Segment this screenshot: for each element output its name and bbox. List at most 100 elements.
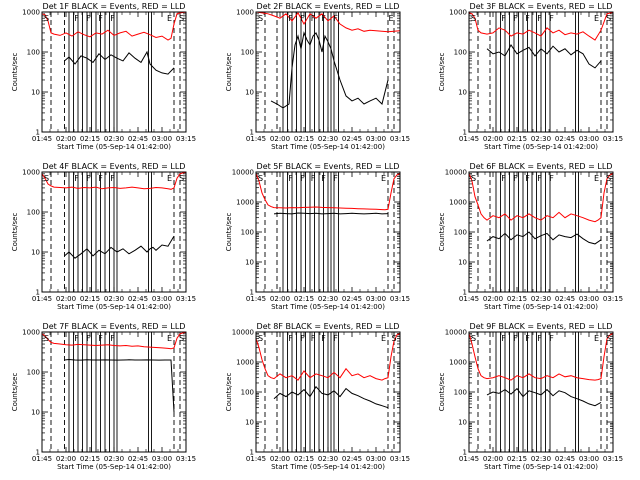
segment-flag: S xyxy=(44,174,49,183)
y-tick-label: 10 xyxy=(458,419,467,427)
segment-flag: F xyxy=(300,14,305,23)
panel-9: Det 9F BLACK = Events, RED = LLD 1 10 100 10… xyxy=(438,322,623,471)
y-tick-label: 1 xyxy=(463,289,467,297)
panel-title: Det 4F BLACK = Events, RED = LLD xyxy=(43,162,186,171)
segment-flag: F xyxy=(537,174,542,183)
x-axis-label: Start Time (05-Sep-14 01:42:00) xyxy=(57,303,171,311)
panel-7: Det 7F BLACK = Events, RED = LLD 1 10 100 10… xyxy=(11,322,196,471)
segment-flag: F xyxy=(333,174,338,183)
y-tick-label: 100 xyxy=(27,369,40,377)
x-tick-label: 02:00 xyxy=(270,295,290,303)
segment-flag: F xyxy=(86,334,91,343)
segment-flag: F xyxy=(110,334,115,343)
x-tick-label: 03:00 xyxy=(579,135,599,143)
x-tick-label: 02:30 xyxy=(104,135,124,143)
x-tick-label: 02:45 xyxy=(128,135,148,143)
x-tick-label: 03:15 xyxy=(603,455,623,463)
plot-area xyxy=(469,12,613,132)
plot-area xyxy=(42,12,186,132)
segment-flag: F xyxy=(98,14,103,23)
segment-flag: S xyxy=(44,14,49,23)
panel-title: Det 6F BLACK = Events, RED = LLD xyxy=(470,162,613,171)
y-axis-label: Counts/sec xyxy=(438,213,446,252)
segment-flag: F xyxy=(300,174,305,183)
y-tick-label: 10 xyxy=(245,259,254,267)
x-tick-label: 02:30 xyxy=(531,455,551,463)
x-tick-label: 01:45 xyxy=(32,135,52,143)
segment-flag: S xyxy=(391,334,396,343)
x-tick-label: 03:15 xyxy=(390,455,410,463)
y-axis-label: Counts/sec xyxy=(11,213,19,252)
panel-3: Det 3F BLACK = Events, RED = LLD 1 10 100 10… xyxy=(438,2,623,151)
segment-flag: F xyxy=(98,174,103,183)
segment-flag: F xyxy=(501,14,506,23)
y-axis-label: Counts/sec xyxy=(11,373,19,412)
y-tick-label: 100 xyxy=(27,209,40,217)
y-tick-label: 1000 xyxy=(449,199,467,207)
segment-flag: F xyxy=(537,14,542,23)
segment-flag: S xyxy=(606,14,611,23)
segment-flag: F xyxy=(311,14,316,23)
y-axis-label: Counts/sec xyxy=(11,53,19,92)
x-tick-label: 02:30 xyxy=(104,455,124,463)
segment-flag: F xyxy=(537,334,542,343)
series-line-events xyxy=(64,235,175,259)
y-tick-label: 1 xyxy=(250,289,254,297)
y-axis-label: Counts/sec xyxy=(225,373,233,412)
panel-title: Det 5F BLACK = Events, RED = LLD xyxy=(257,162,400,171)
segment-flag: F xyxy=(549,174,554,183)
x-tick-label: 02:45 xyxy=(128,455,148,463)
x-axis-label: Start Time (05-Sep-14 01:42:00) xyxy=(484,463,598,471)
segment-flag: S xyxy=(471,14,476,23)
plot-frame xyxy=(255,331,401,453)
segment-flag: S xyxy=(471,174,476,183)
series-line-events xyxy=(486,231,602,245)
segment-flag: S xyxy=(258,334,263,343)
panel-title: Det 1F BLACK = Events, RED = LLD xyxy=(43,2,186,11)
series-line-lld xyxy=(256,172,400,211)
segment-flag: S xyxy=(44,334,49,343)
segment-flag: F xyxy=(74,14,79,23)
y-tick-label: 10 xyxy=(31,409,40,417)
segment-flag: F xyxy=(74,174,79,183)
segment-flag: E xyxy=(381,334,386,343)
y-tick-label: 1000 xyxy=(236,199,254,207)
series-line-lld xyxy=(256,332,400,381)
x-tick-label: 02:30 xyxy=(318,295,338,303)
x-tick-label: 02:00 xyxy=(483,295,503,303)
x-tick-label: 02:15 xyxy=(294,135,314,143)
x-tick-label: 03:00 xyxy=(366,135,386,143)
y-tick-label: 10 xyxy=(245,89,254,97)
y-tick-label: 1 xyxy=(36,129,40,137)
series-line-events xyxy=(486,44,602,69)
y-tick-label: 10000 xyxy=(445,169,467,177)
x-tick-label: 02:30 xyxy=(104,295,124,303)
x-tick-label: 03:15 xyxy=(176,135,196,143)
plot-area xyxy=(256,172,400,292)
y-tick-label: 1 xyxy=(250,129,254,137)
segment-flag: S xyxy=(258,174,263,183)
y-tick-label: 1 xyxy=(36,449,40,457)
x-tick-label: 02:00 xyxy=(56,135,76,143)
x-tick-label: 02:00 xyxy=(483,135,503,143)
series-line-events xyxy=(486,387,602,407)
segment-flag: S xyxy=(471,334,476,343)
x-tick-label: 01:45 xyxy=(32,455,52,463)
x-axis-label: Start Time (05-Sep-14 01:42:00) xyxy=(484,143,598,151)
panel-6: Det 6F BLACK = Events, RED = LLD 1 10 100 10… xyxy=(438,162,623,311)
x-tick-label: 02:15 xyxy=(80,135,100,143)
y-tick-label: 100 xyxy=(241,229,254,237)
y-tick-label: 1000 xyxy=(22,169,40,177)
x-tick-label: 02:00 xyxy=(483,455,503,463)
plot-area xyxy=(469,332,613,452)
segment-flag: F xyxy=(110,14,115,23)
y-tick-label: 1 xyxy=(463,449,467,457)
y-tick-label: 10000 xyxy=(232,329,254,337)
x-tick-label: 02:00 xyxy=(270,135,290,143)
panel-5: Det 5F BLACK = Events, RED = LLD 1 10 100 10… xyxy=(225,162,410,311)
x-tick-label: 01:45 xyxy=(32,295,52,303)
x-tick-label: 01:45 xyxy=(246,295,266,303)
segment-flag: F xyxy=(110,174,115,183)
panel-8: Det 8F BLACK = Events, RED = LLD 1 10 100 10… xyxy=(225,322,410,471)
